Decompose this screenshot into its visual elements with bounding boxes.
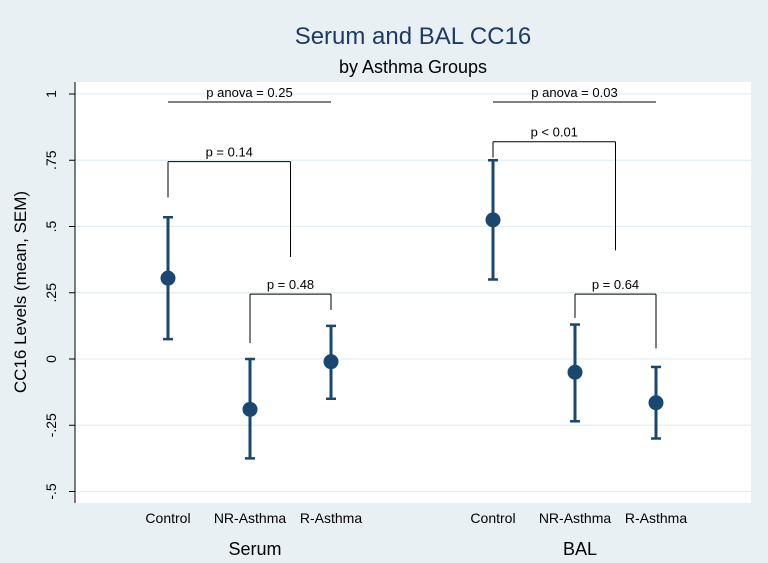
- mean-point: [160, 270, 176, 286]
- y-tick-label: .5: [43, 220, 59, 232]
- mean-point: [323, 354, 339, 370]
- category-label: R-Asthma: [300, 510, 362, 526]
- y-tick-label: 1: [43, 90, 59, 98]
- y-axis-label: CC16 Levels (mean, SEM): [11, 191, 30, 393]
- annotation-label: p = 0.64: [592, 277, 639, 292]
- chart-title: Serum and BAL CC16: [295, 23, 532, 50]
- mean-point: [242, 401, 258, 417]
- mean-point: [485, 212, 501, 228]
- category-label: NR-Asthma: [539, 510, 612, 526]
- annotation-label: p < 0.01: [531, 125, 578, 140]
- category-label: Control: [470, 510, 515, 526]
- group-label: Serum: [228, 539, 281, 559]
- data-series: [160, 159, 664, 460]
- y-tick-label: 0: [43, 355, 59, 363]
- y-tick-label: -.5: [43, 483, 59, 500]
- category-label: Control: [145, 510, 190, 526]
- y-tick-label: .25: [43, 283, 59, 303]
- annotation-label: p anova = 0.25: [206, 85, 292, 100]
- y-tick-label: .75: [43, 150, 59, 170]
- mean-point: [567, 364, 583, 380]
- annotations: p anova = 0.25 p = 0.14 p = 0.48 p anova = …: [167, 85, 657, 349]
- y-axis-ticks: 1 .75 .5 .25 0 -.25 -.5: [43, 90, 75, 500]
- x-axis-labels: Control NR-Asthma R-Asthma Serum Control NR-A…: [145, 510, 687, 559]
- category-label: NR-Asthma: [214, 510, 287, 526]
- y-tick-label: -.25: [43, 413, 59, 437]
- annotation-label: p = 0.48: [267, 277, 314, 292]
- annotation-label: p = 0.14: [206, 145, 253, 160]
- category-label: R-Asthma: [625, 510, 687, 526]
- grid: [75, 93, 751, 493]
- annotation-label: p anova = 0.03: [531, 85, 617, 100]
- group-label: BAL: [563, 539, 597, 559]
- chart-subtitle: by Asthma Groups: [339, 57, 487, 77]
- mean-point: [648, 395, 664, 411]
